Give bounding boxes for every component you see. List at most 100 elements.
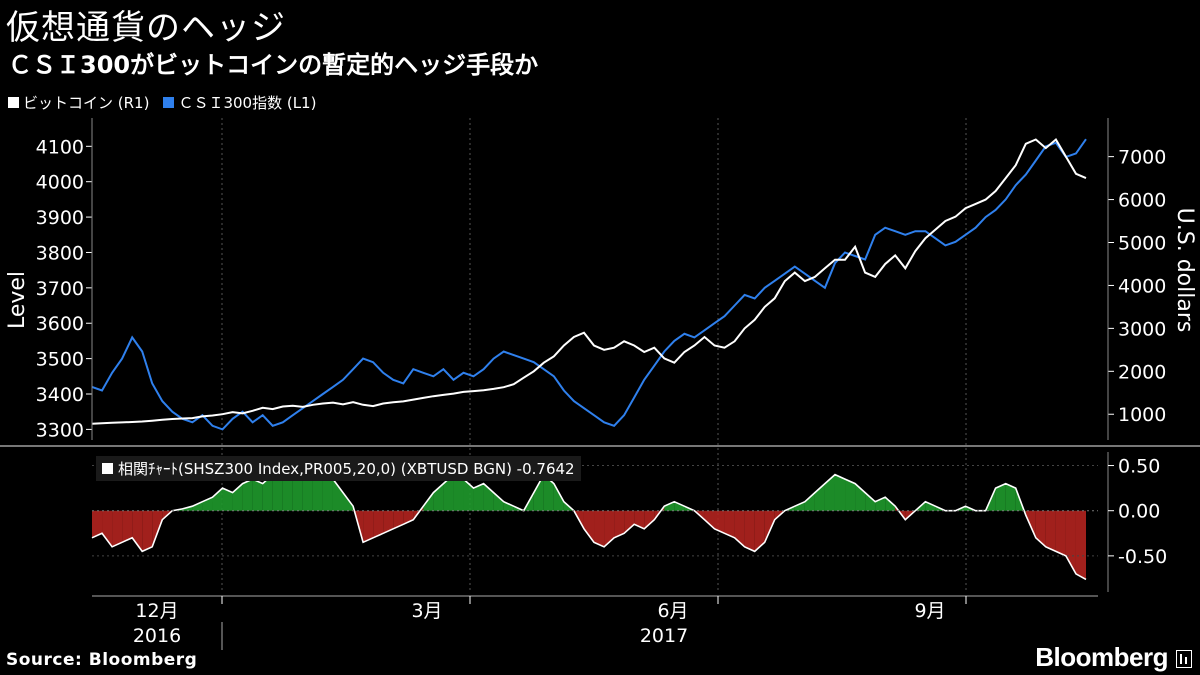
right-tick-label: 7000 bbox=[1118, 147, 1166, 169]
x-tick-label: 3月 bbox=[411, 600, 442, 622]
left-axis-label: Level bbox=[5, 271, 30, 329]
x-tick-label: 6月 bbox=[657, 600, 688, 622]
right-tick-label: 5000 bbox=[1118, 233, 1166, 255]
correlation-area-segment bbox=[624, 510, 635, 534]
correlation-area-segment bbox=[1055, 510, 1066, 556]
year-label: 2017 bbox=[640, 625, 688, 647]
correlation-area-segment bbox=[252, 479, 263, 511]
left-tick-label: 4000 bbox=[36, 172, 84, 194]
right-axis-label: U.S. dollars bbox=[1172, 208, 1197, 333]
correlation-area-segment bbox=[112, 510, 123, 547]
left-tick-label: 3600 bbox=[36, 313, 84, 335]
correlation-area-segment bbox=[644, 510, 655, 529]
correlation-area-segment bbox=[925, 501, 936, 511]
correlation-area-segment bbox=[714, 510, 725, 534]
correlation-area-segment bbox=[262, 474, 273, 511]
correlation-area-segment bbox=[845, 479, 856, 511]
correlation-area-segment bbox=[824, 474, 835, 511]
csi300-line bbox=[91, 138, 1087, 431]
correlation-area-segment bbox=[162, 510, 173, 520]
corr-tick-label: -0.50 bbox=[1118, 546, 1167, 568]
legend-label-csi300: ＣＳＩ300指数 (L1) bbox=[178, 94, 317, 112]
correlation-area-segment bbox=[794, 501, 805, 511]
correlation-area-segment bbox=[594, 510, 605, 547]
correlation-area-segment bbox=[192, 501, 203, 511]
correlation-area-segment bbox=[583, 510, 595, 543]
correlation-area-segment bbox=[1005, 483, 1016, 511]
correlation-label: 相関ﾁｬｰﾄ(SHSZ300 Index,PR005,20,0) (XBTUSD… bbox=[96, 456, 581, 481]
corr-tick-label: 0.50 bbox=[1118, 456, 1160, 478]
correlation-area-segment bbox=[1035, 510, 1046, 547]
correlation-area-segment bbox=[222, 488, 233, 511]
legend-swatch-bitcoin bbox=[8, 97, 19, 108]
correlation-area-segment bbox=[543, 474, 554, 511]
correlation-area-segment bbox=[754, 510, 765, 552]
correlation-area-segment bbox=[1045, 510, 1056, 552]
correlation-area-segment bbox=[604, 510, 615, 547]
legend-swatch-csi300 bbox=[163, 97, 175, 108]
correlation-area-segment bbox=[503, 501, 514, 511]
right-tick-label: 2000 bbox=[1118, 361, 1166, 383]
correlation-area-segment bbox=[764, 510, 775, 543]
correlation-area-segment bbox=[443, 474, 454, 511]
correlation-area-segment bbox=[834, 474, 846, 511]
correlation-area-segment bbox=[995, 483, 1006, 511]
correlation-label-text: 相関ﾁｬｰﾄ(SHSZ300 Index,PR005,20,0) (XBTUSD… bbox=[118, 460, 575, 478]
correlation-area-segment bbox=[533, 474, 544, 511]
correlation-area-segment bbox=[724, 510, 735, 538]
correlation-area-segment bbox=[804, 492, 815, 511]
chart-title: 仮想通貨のヘッジ bbox=[6, 8, 286, 48]
bitcoin-line bbox=[91, 137, 1087, 425]
correlation-area-segment bbox=[473, 483, 484, 511]
chart-subtitle: ＣＳＩ300がビットコインの暫定的ヘッジ手段か bbox=[8, 51, 539, 79]
left-tick-label: 3800 bbox=[36, 242, 84, 264]
correlation-area-segment bbox=[393, 510, 404, 529]
corr-tick-label: 0.00 bbox=[1118, 501, 1160, 523]
legend-label-bitcoin: ビットコイン (R1) bbox=[23, 94, 150, 112]
left-tick-label: 3400 bbox=[36, 384, 84, 406]
right-tick-label: 3000 bbox=[1118, 318, 1166, 340]
correlation-area-segment bbox=[373, 510, 384, 538]
correlation-area-segment bbox=[463, 479, 474, 511]
correlation-area-segment bbox=[814, 483, 825, 511]
correlation-area-segment bbox=[865, 492, 876, 511]
correlation-swatch bbox=[102, 463, 113, 474]
correlation-area-segment bbox=[383, 510, 394, 534]
legend-item-csi300: ＣＳＩ300指数 (L1) bbox=[163, 92, 316, 113]
correlation-area-segment bbox=[92, 510, 103, 538]
correlation-area-segment bbox=[453, 474, 464, 511]
correlation-area-segment bbox=[1075, 510, 1086, 580]
x-tick-label: 9月 bbox=[914, 600, 945, 622]
correlation-line bbox=[91, 464, 1087, 581]
correlation-area-segment bbox=[102, 510, 113, 547]
correlation-area-segment bbox=[614, 510, 625, 538]
correlation-area-segment bbox=[212, 488, 223, 511]
bloomberg-logo: Bloomberg bbox=[1035, 642, 1168, 672]
correlation-area-segment bbox=[744, 510, 755, 552]
correlation-area-segment bbox=[242, 479, 253, 511]
legend-item-bitcoin: ビットコイン (R1) bbox=[8, 92, 149, 113]
correlation-area-segment bbox=[634, 510, 645, 529]
year-label: 2016 bbox=[133, 625, 181, 647]
source-note: Source: Bloomberg bbox=[6, 650, 198, 670]
correlation-area-segment bbox=[122, 510, 133, 543]
x-tick-label: 12月 bbox=[135, 600, 178, 622]
correlation-area-segment bbox=[674, 501, 685, 511]
left-tick-label: 3700 bbox=[36, 278, 84, 300]
correlation-area-segment bbox=[553, 483, 564, 511]
right-tick-label: 1000 bbox=[1118, 404, 1166, 426]
bloomberg-terminal-icon bbox=[1176, 650, 1192, 668]
correlation-area-segment bbox=[332, 479, 344, 511]
left-tick-label: 3500 bbox=[36, 349, 84, 371]
correlation-area-segment bbox=[885, 497, 896, 511]
correlation-area-segment bbox=[322, 474, 333, 511]
correlation-area-segment bbox=[1065, 510, 1076, 574]
legend: ビットコイン (R1) ＣＳＩ300指数 (L1) bbox=[8, 92, 316, 113]
correlation-area-segment bbox=[363, 510, 374, 543]
right-tick-label: 6000 bbox=[1118, 190, 1166, 212]
correlation-area-segment bbox=[142, 510, 153, 552]
correlation-area-segment bbox=[704, 510, 715, 529]
correlation-area-segment bbox=[664, 501, 675, 511]
left-tick-label: 3900 bbox=[36, 207, 84, 229]
